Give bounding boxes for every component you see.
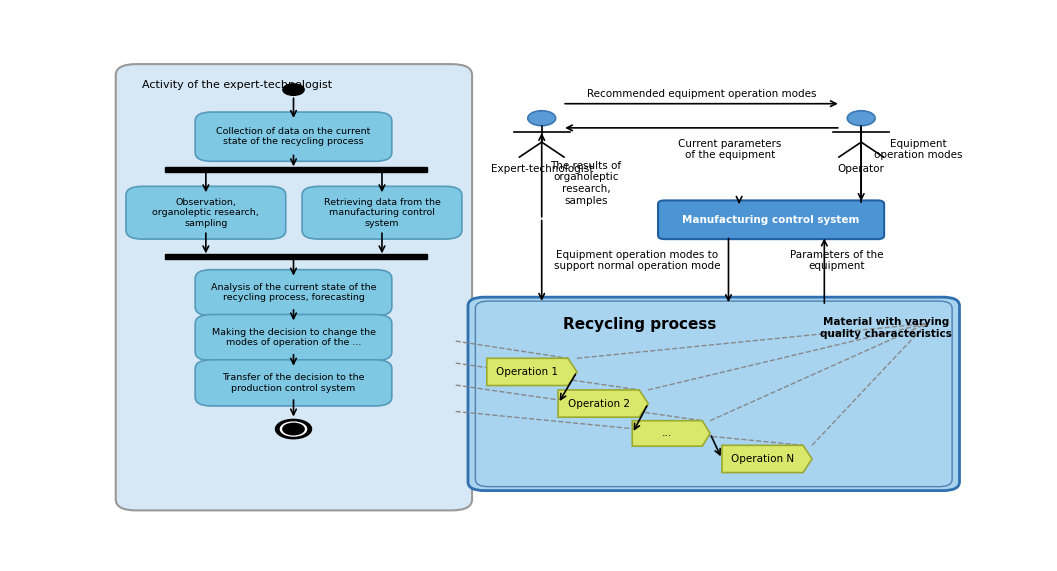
Circle shape xyxy=(276,419,312,439)
FancyBboxPatch shape xyxy=(196,112,392,161)
FancyBboxPatch shape xyxy=(302,186,462,239)
FancyBboxPatch shape xyxy=(196,315,392,361)
Text: Recycling process: Recycling process xyxy=(563,317,717,332)
Text: Equipment
operation modes: Equipment operation modes xyxy=(874,139,963,160)
FancyArrow shape xyxy=(165,254,427,259)
FancyBboxPatch shape xyxy=(196,360,392,406)
FancyBboxPatch shape xyxy=(126,186,285,239)
FancyBboxPatch shape xyxy=(468,297,960,490)
Text: Expert-technologist: Expert-technologist xyxy=(490,164,593,174)
Text: Material with varying
quality characteristics: Material with varying quality characteri… xyxy=(820,317,951,339)
Circle shape xyxy=(280,422,307,436)
FancyArrow shape xyxy=(165,167,427,172)
FancyBboxPatch shape xyxy=(659,200,884,239)
Circle shape xyxy=(848,111,875,126)
Text: ...: ... xyxy=(662,428,672,439)
Text: Making the decision to change the
modes of operation of the ...: Making the decision to change the modes … xyxy=(211,328,375,347)
Polygon shape xyxy=(558,390,648,417)
Text: Recommended equipment operation modes: Recommended equipment operation modes xyxy=(587,89,816,99)
FancyBboxPatch shape xyxy=(196,270,392,316)
Polygon shape xyxy=(722,445,812,473)
Text: Manufacturing control system: Manufacturing control system xyxy=(683,215,859,225)
Circle shape xyxy=(527,111,556,126)
Text: Retrieving data from the
manufacturing control
system: Retrieving data from the manufacturing c… xyxy=(323,198,441,228)
Text: Current parameters
of the equipment: Current parameters of the equipment xyxy=(679,139,782,160)
Text: Observation,
organoleptic research,
sampling: Observation, organoleptic research, samp… xyxy=(152,198,259,228)
FancyBboxPatch shape xyxy=(476,301,952,486)
Circle shape xyxy=(283,423,304,435)
Text: The results of
organoleptic
research,
samples: The results of organoleptic research, sa… xyxy=(551,161,622,206)
Text: Equipment operation modes to
support normal operation mode: Equipment operation modes to support nor… xyxy=(554,250,721,271)
FancyBboxPatch shape xyxy=(116,64,472,510)
Text: Operation N: Operation N xyxy=(731,454,794,464)
Text: Activity of the expert-technologist: Activity of the expert-technologist xyxy=(142,79,332,90)
Text: Analysis of the current state of the
recycling process, forecasting: Analysis of the current state of the rec… xyxy=(210,283,376,303)
Text: Operation 1: Operation 1 xyxy=(497,367,558,377)
Text: Operator: Operator xyxy=(838,164,885,174)
Polygon shape xyxy=(487,358,577,385)
Text: Operation 2: Operation 2 xyxy=(568,399,630,408)
Text: Collection of data on the current
state of the recycling process: Collection of data on the current state … xyxy=(217,127,371,146)
Text: Parameters of the
equipment: Parameters of the equipment xyxy=(790,250,884,271)
Circle shape xyxy=(283,84,304,95)
Text: Transfer of the decision to the
production control system: Transfer of the decision to the producti… xyxy=(222,373,365,393)
Polygon shape xyxy=(632,421,710,446)
